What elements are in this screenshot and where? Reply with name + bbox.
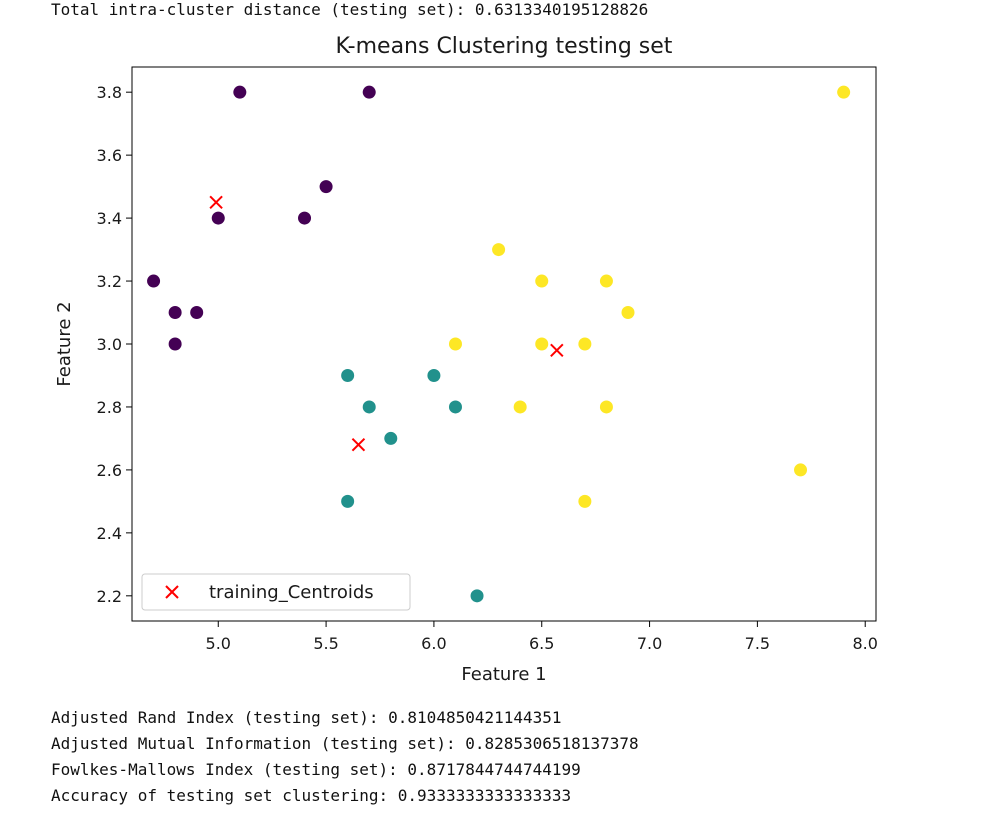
x-tick-label: 7.0 [637,634,662,653]
y-tick-label: 3.6 [97,146,122,165]
cluster-2-point [535,274,549,288]
y-tick-label: 3.2 [97,272,122,291]
cluster-2-point [621,306,635,320]
centroid-marker [550,343,564,358]
legend-box [141,573,411,611]
centroid-marker [209,195,223,210]
y-tick-label: 3.0 [97,335,122,354]
cluster-2-point [578,494,592,508]
legend-marker-x [165,585,179,599]
legend-label: training_Centroids [209,582,374,603]
y-axis-label: Feature 2 [54,301,75,386]
y-axis-ticks: 2.2 2.4 2.6 2.8 3.0 3.2 3.4 3.6 3.8 [97,83,132,606]
x-tick-label: 5.0 [206,634,231,653]
cluster-2-point [599,274,613,288]
cluster-1-point [362,400,376,414]
cluster-1-point [427,368,441,382]
y-tick-label: 2.8 [97,398,122,417]
x-tick-label: 5.5 [313,634,338,653]
legend: training_Centroids [141,573,411,611]
x-tick-label: 8.0 [852,634,877,653]
cluster-1-point [448,400,462,414]
x-tick-label: 6.0 [421,634,446,653]
centroid-stroke [550,343,564,358]
cluster-2-point [448,337,462,351]
cluster-0-point [168,306,182,320]
centroid-marker [351,438,366,452]
centroid-stroke [209,195,223,210]
plot-frame [131,66,877,622]
adjusted-mutual-information-text: Adjusted Mutual Information (testing set… [51,734,639,753]
y-tick-label: 3.4 [97,209,122,228]
cluster-2-point [513,400,527,414]
cluster-1-point [341,368,355,382]
cluster-1-point [341,494,355,508]
cluster-2-point [599,400,613,414]
y-tick-label: 2.4 [97,524,122,543]
centroid-stroke [351,438,366,452]
cluster-0-point [319,180,333,194]
y-tick-label: 3.8 [97,83,122,102]
cluster-1-point [470,589,484,603]
scatter-chart: K-means Clustering testing set 5.0 5.5 6.0… [54,34,878,685]
cluster-0-point [211,211,225,225]
y-tick-label: 2.6 [97,461,122,480]
cluster-2-point [794,463,808,477]
centroid-stroke [165,585,179,599]
x-tick-label: 7.5 [745,634,770,653]
cluster-2-point [837,85,851,99]
cluster-0-point [233,85,247,99]
y-tick-label: 2.2 [97,587,122,606]
cluster-0-point [168,337,182,351]
cluster-2-point [578,337,592,351]
adjusted-rand-index-text: Adjusted Rand Index (testing set): 0.810… [51,708,562,727]
x-tick-label: 6.5 [529,634,554,653]
plot-area [147,85,851,603]
cluster-0-point [298,211,312,225]
legend-x-icon [165,585,179,599]
accuracy-text: Accuracy of testing set clustering: 0.93… [51,786,572,805]
intra-cluster-distance-text: Total intra-cluster distance (testing se… [51,0,649,19]
cluster-0-point [147,274,161,288]
fowlkes-mallows-index-text: Fowlkes-Mallows Index (testing set): 0.8… [51,760,581,779]
cluster-0-point [190,306,204,320]
x-axis-label: Feature 1 [461,664,546,685]
cluster-1-point [384,431,398,445]
chart-title: K-means Clustering testing set [336,34,673,59]
cluster-0-point [362,85,376,99]
x-axis-ticks: 5.0 5.5 6.0 6.5 7.0 7.5 8.0 [206,621,878,653]
cluster-2-point [535,337,549,351]
cluster-2-point [492,243,506,257]
